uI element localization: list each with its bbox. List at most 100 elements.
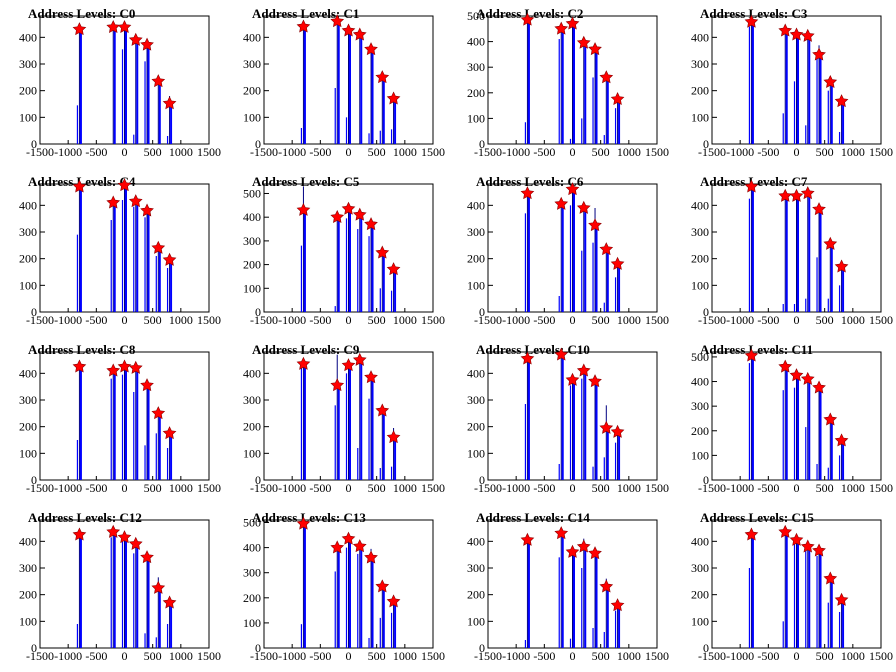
peak-star-marker bbox=[128, 536, 143, 550]
peak-star-marker bbox=[162, 426, 177, 440]
peak-star-marker bbox=[834, 433, 849, 447]
y-tick-label: 100 bbox=[467, 278, 485, 292]
x-tick-label: 500 bbox=[144, 481, 162, 495]
y-tick-label: 500 bbox=[243, 186, 261, 200]
x-tick-label: 1500 bbox=[197, 145, 221, 159]
peak-star-marker bbox=[576, 539, 591, 553]
y-tick-label: 0 bbox=[479, 137, 485, 151]
x-tick-label: -1500 bbox=[698, 649, 726, 663]
x-tick-label: 500 bbox=[144, 145, 162, 159]
x-tick-label: 0 bbox=[794, 481, 800, 495]
x-tick-label: -1000 bbox=[54, 313, 82, 327]
peak-star-marker bbox=[823, 571, 838, 585]
peak-star-marker bbox=[364, 370, 378, 384]
y-tick-label: 200 bbox=[243, 591, 261, 605]
x-tick-label: -1500 bbox=[250, 145, 278, 159]
chart-svg: 0 100 200 300 400 -1500 -1000 -500 0 500 1000 1500 bbox=[19, 351, 221, 495]
peak-star-marker bbox=[364, 217, 378, 231]
peak-star-marker bbox=[576, 35, 591, 49]
chart-svg: 0 100 200 300 400 -1500 -1000 -500 0 500 1000 1500 bbox=[691, 179, 893, 327]
chart-title: Address Levels: C1 bbox=[252, 6, 360, 21]
peak-star-marker bbox=[812, 380, 826, 394]
x-tick-label: 500 bbox=[816, 313, 834, 327]
x-tick-label: -1500 bbox=[250, 313, 278, 327]
x-tick-label: -500 bbox=[85, 313, 107, 327]
peak-star-marker bbox=[117, 20, 132, 34]
y-tick-label: 100 bbox=[243, 281, 261, 295]
y-tick-label: 400 bbox=[19, 30, 37, 44]
x-tick-label: -1500 bbox=[26, 313, 54, 327]
y-tick-label: 200 bbox=[467, 252, 485, 266]
peak-star-marker bbox=[520, 351, 535, 365]
x-tick-label: 1500 bbox=[869, 313, 893, 327]
peak-star-marker bbox=[140, 37, 154, 51]
x-tick-label: 0 bbox=[346, 481, 352, 495]
chart-svg: 0 100 200 300 400 -1500 -1000 -500 0 500 1000 1500 bbox=[691, 14, 893, 159]
chart-svg: 0 100 200 300 400 500 -1500 -1000 -500 0 500 1000 15… bbox=[467, 9, 669, 159]
y-tick-label: 100 bbox=[691, 448, 709, 462]
y-tick-label: 400 bbox=[19, 534, 37, 548]
chart-title: Address Levels: C9 bbox=[252, 342, 360, 357]
peak-star-marker bbox=[386, 91, 401, 105]
y-tick-label: 0 bbox=[31, 305, 37, 319]
y-tick-label: 400 bbox=[19, 366, 37, 380]
peak-star-marker bbox=[330, 14, 345, 28]
x-tick-label: -1000 bbox=[54, 145, 82, 159]
x-tick-label: -1000 bbox=[278, 313, 306, 327]
peak-star-marker bbox=[565, 372, 580, 386]
peak-star-marker bbox=[744, 527, 759, 541]
x-tick-label: -500 bbox=[85, 481, 107, 495]
peak-star-marker bbox=[800, 186, 815, 200]
chart-title: Address Levels: C12 bbox=[28, 510, 142, 525]
y-tick-label: 0 bbox=[703, 305, 709, 319]
x-tick-label: 0 bbox=[570, 481, 576, 495]
peak-star-marker bbox=[162, 595, 177, 609]
y-tick-label: 100 bbox=[19, 446, 37, 460]
x-tick-label: -500 bbox=[309, 481, 331, 495]
y-tick-label: 200 bbox=[691, 588, 709, 602]
peak-star-marker bbox=[812, 47, 826, 61]
y-tick-label: 400 bbox=[243, 366, 261, 380]
x-tick-label: 1000 bbox=[393, 145, 417, 159]
x-tick-label: -500 bbox=[757, 649, 779, 663]
peak-star-marker bbox=[744, 14, 759, 28]
peak-star-marker bbox=[610, 424, 625, 438]
x-tick-label: 500 bbox=[368, 649, 386, 663]
peak-star-marker bbox=[330, 540, 345, 554]
x-tick-label: -1500 bbox=[698, 145, 726, 159]
x-tick-label: 500 bbox=[592, 481, 610, 495]
x-tick-label: -1000 bbox=[54, 649, 82, 663]
y-tick-label: 500 bbox=[243, 516, 261, 530]
peak-star-marker bbox=[364, 42, 378, 56]
x-tick-label: -1000 bbox=[502, 313, 530, 327]
peak-star-marker bbox=[554, 526, 569, 540]
peak-star-marker bbox=[375, 403, 390, 417]
peak-star-marker bbox=[588, 218, 602, 232]
x-tick-label: 0 bbox=[794, 313, 800, 327]
peak-star-marker bbox=[386, 594, 401, 608]
x-tick-label: 0 bbox=[346, 649, 352, 663]
x-tick-label: 0 bbox=[346, 145, 352, 159]
peak-star-marker bbox=[72, 22, 87, 36]
y-tick-label: 100 bbox=[691, 278, 709, 292]
peak-star-marker bbox=[162, 252, 177, 266]
peak-star-marker bbox=[599, 420, 614, 434]
x-tick-label: 500 bbox=[592, 649, 610, 663]
x-tick-label: -500 bbox=[533, 313, 555, 327]
chart-panel-c6: Address Levels: C6 0 100 200 300 400 -1500 -100… bbox=[448, 168, 672, 336]
peak-star-marker bbox=[352, 352, 367, 366]
peak-star-marker bbox=[106, 524, 121, 538]
peak-star-marker bbox=[599, 579, 614, 593]
x-tick-label: -1500 bbox=[474, 145, 502, 159]
x-tick-label: 1500 bbox=[421, 145, 445, 159]
x-tick-label: -1000 bbox=[726, 481, 754, 495]
peak-star-marker bbox=[800, 539, 815, 553]
x-tick-label: 0 bbox=[570, 145, 576, 159]
y-tick-label: 200 bbox=[19, 84, 37, 98]
y-tick-label: 200 bbox=[243, 258, 261, 272]
peak-star-marker bbox=[162, 96, 177, 110]
y-tick-label: 200 bbox=[19, 252, 37, 266]
x-tick-label: 1000 bbox=[841, 145, 865, 159]
chart-title: Address Levels: C0 bbox=[28, 6, 136, 21]
